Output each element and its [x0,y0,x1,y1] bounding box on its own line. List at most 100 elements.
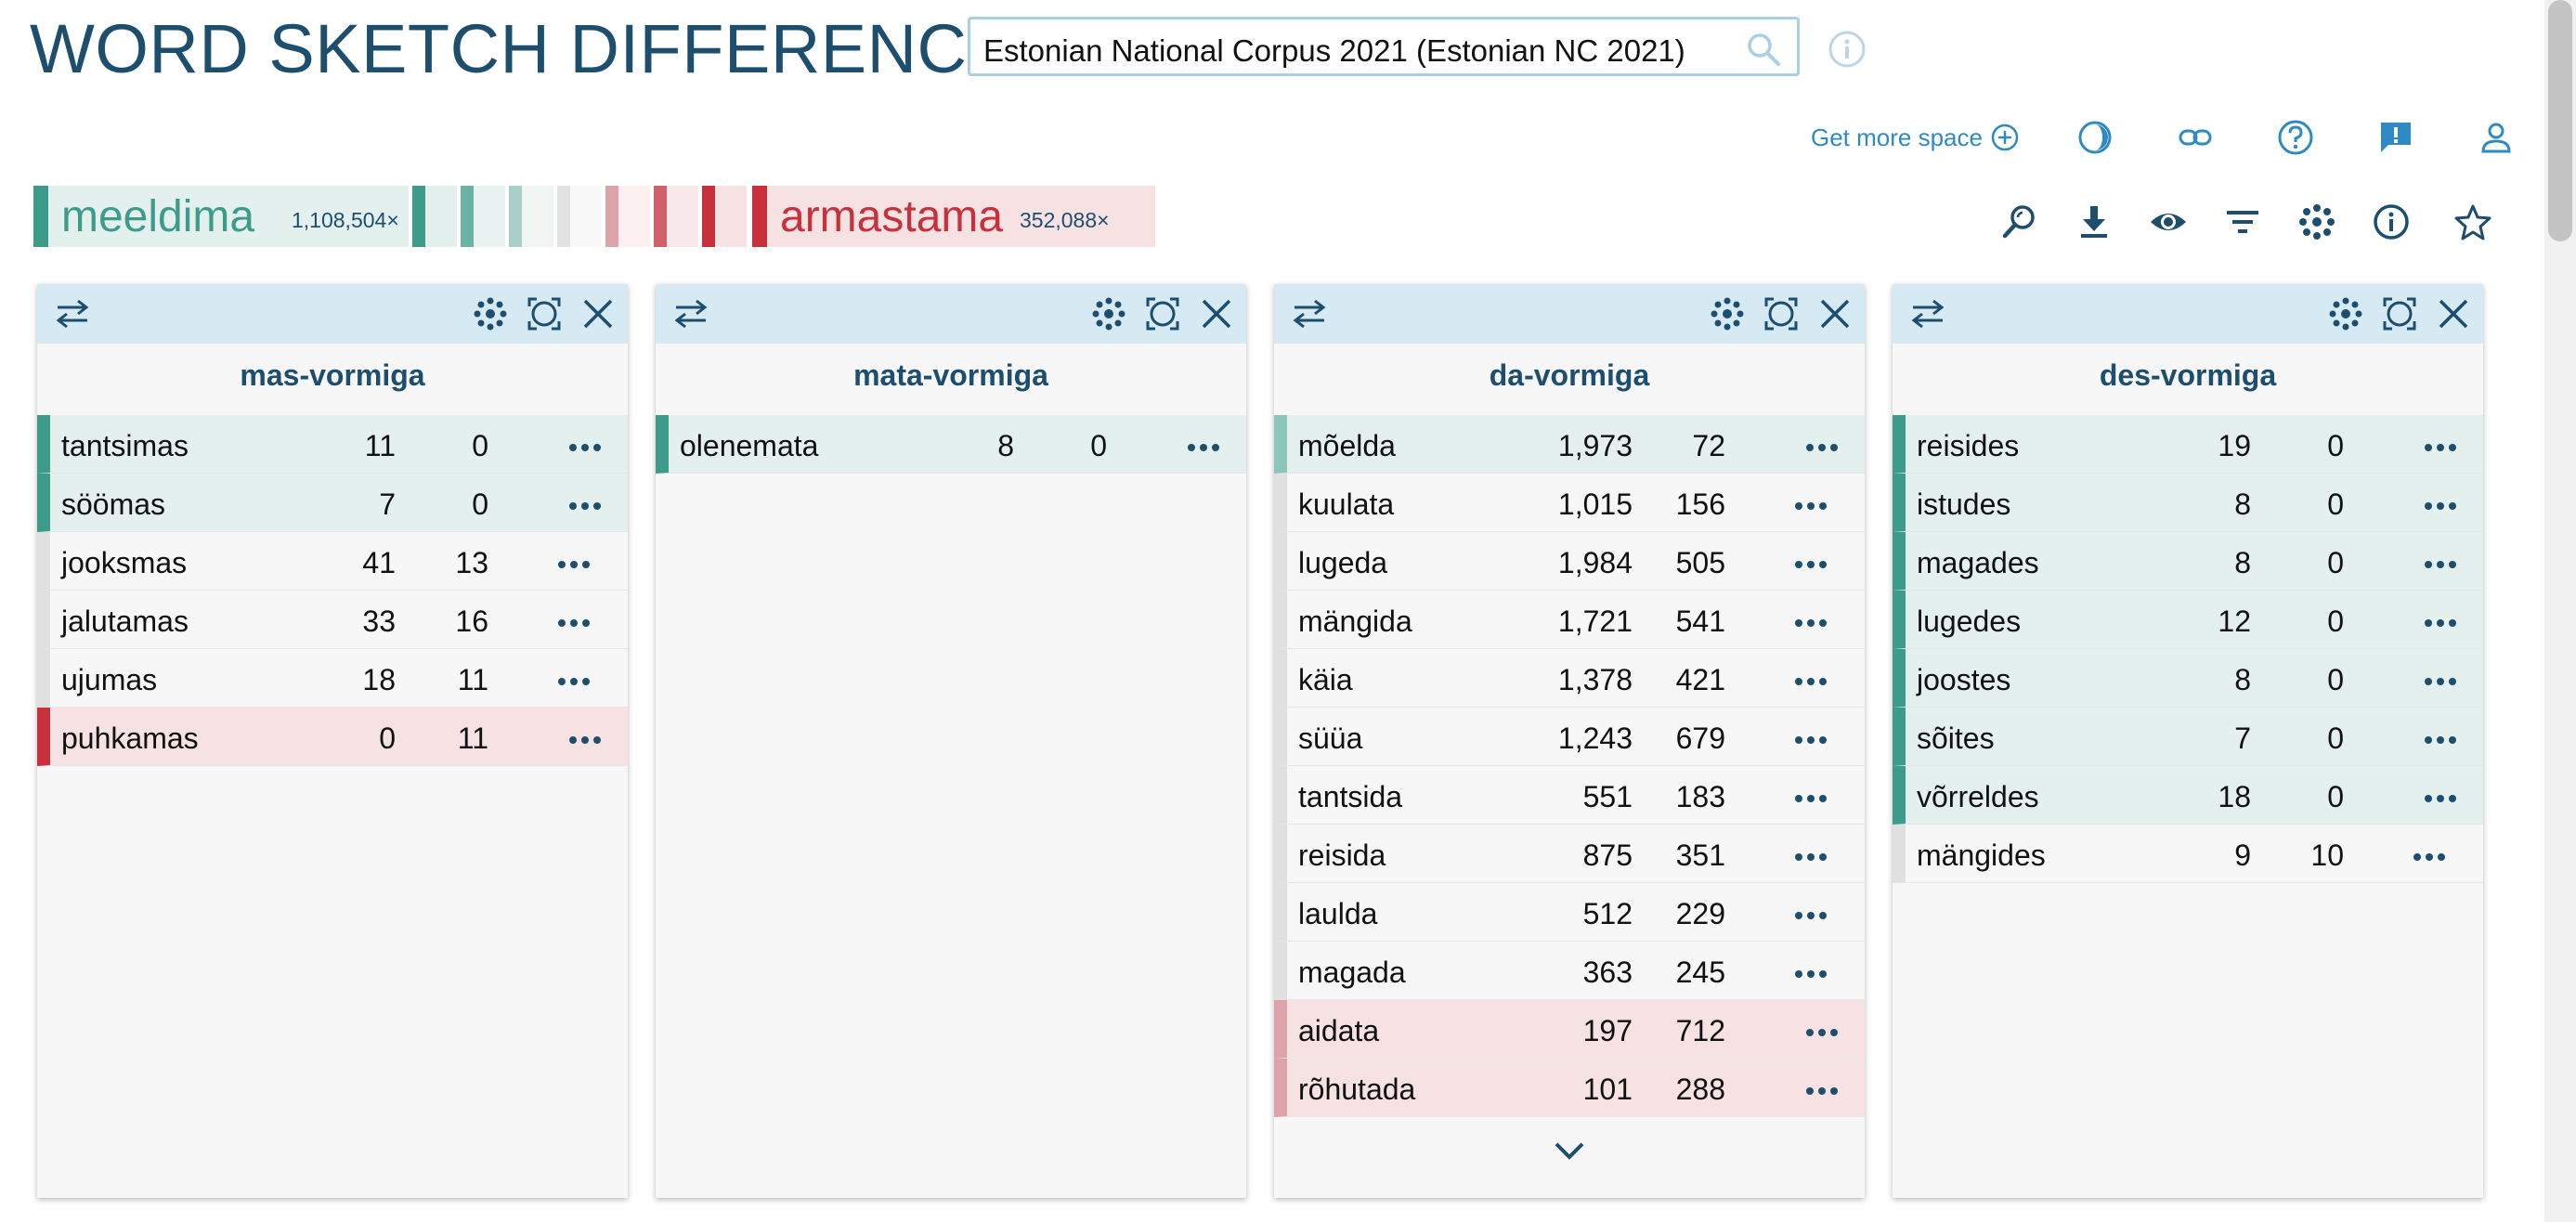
more-icon[interactable] [1794,852,1828,862]
collocation-row[interactable]: lugedes 12 0 [1893,591,2483,649]
second-headword-frequency: 712 [1675,1014,1725,1047]
more-icon[interactable] [2424,560,2457,569]
more-icon[interactable] [1794,560,1828,569]
collocation-row[interactable]: tantsida 551 183 [1274,766,1865,825]
corpus-name: Estonian National Corpus 2021 (Estonian … [983,33,1685,68]
collocation-row[interactable]: kuulata 1,015 156 [1274,474,1865,532]
maximize-icon[interactable] [1763,295,1800,332]
cluster-icon[interactable] [1090,295,1127,332]
more-icon[interactable] [2424,618,2457,628]
swap-icon[interactable] [1291,295,1328,332]
more-icon[interactable] [568,501,602,511]
more-icon[interactable] [2424,735,2457,745]
collocation-row[interactable]: istudes 8 0 [1893,474,2483,532]
swap-icon[interactable] [672,295,709,332]
collocation-row[interactable]: laulda 512 229 [1274,883,1865,942]
page-scrollbar[interactable] [2544,0,2576,1222]
search-icon[interactable] [1745,31,1782,68]
maximize-icon[interactable] [526,295,563,332]
collocation-row[interactable]: aidata 197 712 [1274,1000,1865,1059]
collocation-row[interactable]: mängida 1,721 541 [1274,591,1865,649]
close-icon[interactable] [1198,295,1235,332]
more-icon[interactable] [2424,501,2457,511]
star-icon[interactable] [2453,202,2492,241]
collocation-row[interactable]: puhkamas 0 11 [37,708,628,766]
maximize-icon[interactable] [1144,295,1181,332]
dark-mode-icon[interactable] [2076,119,2114,156]
close-icon[interactable] [1816,295,1854,332]
collocation-row[interactable]: söömas 7 0 [37,474,628,532]
more-icon[interactable] [557,618,591,628]
link-icon[interactable] [2177,119,2214,156]
panel-title: da-vormiga [1489,358,1650,392]
cluster-icon[interactable] [472,295,509,332]
info-icon[interactable] [2372,202,2411,241]
cluster-icon[interactable] [1709,295,1746,332]
collocation-row[interactable]: olenemata 8 0 [656,415,1246,474]
more-icon[interactable] [557,677,591,686]
zoom-search-icon[interactable] [2000,202,2039,241]
collocation-row[interactable]: ujumas 18 11 [37,649,628,708]
more-icon[interactable] [1794,911,1828,920]
collocation-row[interactable]: reisida 875 351 [1274,825,1865,883]
swap-icon[interactable] [54,295,91,332]
more-icon[interactable] [568,443,602,452]
collocation-row[interactable]: käia 1,378 421 [1274,649,1865,708]
more-icon[interactable] [1805,1028,1839,1037]
filter-icon[interactable] [2223,202,2262,241]
collocation-row[interactable]: reisides 19 0 [1893,415,2483,474]
collocation-row[interactable]: võrreldes 18 0 [1893,766,2483,825]
collocation-row[interactable]: magada 363 245 [1274,942,1865,1000]
cluster-icon[interactable] [2327,295,2364,332]
first-headword-frequency: 11 [364,429,396,462]
collocation-row[interactable]: mängides 9 10 [1893,825,2483,883]
more-icon[interactable] [2424,794,2457,803]
collocate-word: tantsida [1298,780,1403,813]
more-icon[interactable] [1805,443,1839,452]
second-headword[interactable]: armastama 352,088× [752,186,1155,247]
panel-toolbar [656,284,1246,344]
more-icon[interactable] [1187,443,1220,452]
second-headword-frequency: 0 [2327,722,2344,755]
chevron-down-icon[interactable] [1551,1137,1588,1164]
close-icon[interactable] [579,295,617,332]
swap-icon[interactable] [1909,295,1946,332]
scrollbar-thumb[interactable] [2548,0,2572,241]
help-icon[interactable] [2277,119,2314,156]
more-icon[interactable] [2424,443,2457,452]
collocation-row[interactable]: rõhutada 101 288 [1274,1059,1865,1117]
collocate-word: lugeda [1298,546,1388,579]
more-icon[interactable] [1794,735,1828,745]
collocation-row[interactable]: lugeda 1,984 505 [1274,532,1865,591]
collocation-row[interactable]: jooksmas 41 13 [37,532,628,591]
more-icon[interactable] [2424,677,2457,686]
more-icon[interactable] [1805,1086,1839,1096]
collocation-row[interactable]: tantsimas 11 0 [37,415,628,474]
more-icon[interactable] [1794,501,1828,511]
view-icon[interactable] [2149,202,2188,241]
more-icon[interactable] [568,735,602,745]
more-icon[interactable] [1794,794,1828,803]
first-headword[interactable]: meeldima 1,108,504× [33,186,409,247]
more-icon[interactable] [1794,677,1828,686]
info-icon[interactable] [1828,30,1867,69]
more-icon[interactable] [557,560,591,569]
collocation-row[interactable]: sõites 7 0 [1893,708,2483,766]
collocation-row[interactable]: süüa 1,243 679 [1274,708,1865,766]
cluster-icon[interactable] [2297,202,2336,241]
close-icon[interactable] [2435,295,2472,332]
more-icon[interactable] [1794,969,1828,979]
get-more-space-link[interactable]: Get more space [1811,123,2020,152]
collocation-row[interactable]: jalutamas 33 16 [37,591,628,649]
download-icon[interactable] [2075,202,2114,241]
user-icon[interactable] [2478,119,2515,156]
maximize-icon[interactable] [2381,295,2418,332]
collocation-row[interactable]: mõelda 1,973 72 [1274,415,1865,474]
panel-toolbar [37,284,628,344]
collocation-row[interactable]: magades 8 0 [1893,532,2483,591]
collocation-row[interactable]: joostes 8 0 [1893,649,2483,708]
corpus-selector[interactable]: Estonian National Corpus 2021 (Estonian … [968,17,1800,76]
feedback-icon[interactable] [2377,119,2414,156]
more-icon[interactable] [1794,618,1828,628]
more-icon[interactable] [2413,852,2446,862]
